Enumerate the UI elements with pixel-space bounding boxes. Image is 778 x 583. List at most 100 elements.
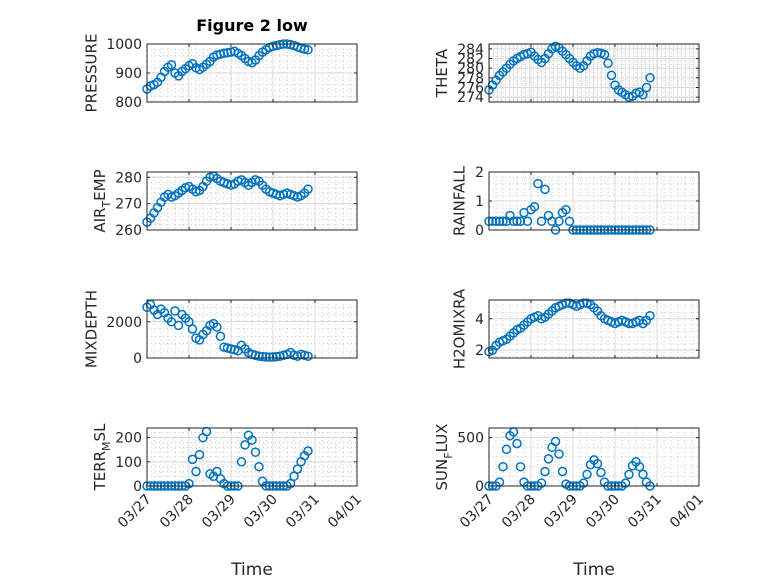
x-tick-label: 03/28 xyxy=(499,492,539,532)
data-point xyxy=(543,454,554,464)
data-point xyxy=(250,447,261,457)
data-point xyxy=(624,469,634,480)
subplot-4: 0 1 2 RAINFALL xyxy=(450,165,700,239)
data-point xyxy=(303,351,313,361)
data-point xyxy=(222,47,233,58)
y-tick-label: 2000 xyxy=(106,315,142,331)
data-point xyxy=(603,58,613,69)
data-point xyxy=(187,324,198,334)
data-point xyxy=(268,352,278,362)
data-point xyxy=(184,478,194,489)
x-tick-label: 03/31 xyxy=(283,492,323,532)
data-point xyxy=(261,352,271,362)
data-point xyxy=(212,322,222,332)
data-point xyxy=(166,60,177,70)
data-point xyxy=(292,464,303,474)
data-point xyxy=(529,202,540,212)
subplot-8: 03/27 03/28 03/29 03/30 03/31 04/01 0 500SUNFLU… xyxy=(433,424,707,532)
data-point xyxy=(599,49,610,60)
x-tick-label: 03/30 xyxy=(241,492,281,532)
data-point xyxy=(596,467,606,478)
data-point xyxy=(498,216,508,227)
data-point xyxy=(212,466,222,477)
axes-box xyxy=(488,299,700,359)
data-point xyxy=(254,461,264,472)
data-point xyxy=(554,449,564,459)
y-tick-label: 1000 xyxy=(106,37,142,53)
x-tick-label: 04/01 xyxy=(325,492,365,532)
y-axis-label: PRESSURE xyxy=(83,34,101,113)
x-tick-label: 03/31 xyxy=(625,492,665,532)
x-tick-label: 03/27 xyxy=(115,492,155,532)
data-point xyxy=(498,461,508,472)
x-tick-label: 03/29 xyxy=(199,492,239,532)
y-axis-label: THETA xyxy=(433,48,451,98)
data-point xyxy=(491,216,501,227)
data-point xyxy=(515,461,526,472)
data-point xyxy=(236,457,247,467)
data-point xyxy=(606,70,617,81)
axes-box xyxy=(488,43,700,103)
y-tick-label: 284 xyxy=(457,42,484,58)
y-tick-label: 100 xyxy=(115,455,142,471)
data-point xyxy=(536,216,547,227)
y-tick-label: 0 xyxy=(133,479,142,495)
data-point xyxy=(494,216,505,227)
subplot-5: 0 2000 MIXDEPTH xyxy=(83,290,358,368)
data-point xyxy=(173,320,184,331)
data-point xyxy=(219,48,229,59)
subplot-6: 2 4 H2OMIXRA xyxy=(450,288,700,369)
data-point xyxy=(645,73,655,83)
data-point xyxy=(645,310,655,321)
y-tick-label: 282 xyxy=(457,52,484,68)
x-axis-label-left: Time xyxy=(230,560,273,580)
y-axis-label: RAINFALL xyxy=(450,165,468,236)
data-point xyxy=(512,438,522,449)
data-point xyxy=(533,178,543,189)
data-point xyxy=(215,331,226,342)
data-point xyxy=(501,444,512,455)
y-tick-label: 260 xyxy=(115,223,142,239)
y-tick-label: 0 xyxy=(475,479,484,495)
data-point xyxy=(254,351,264,361)
data-point xyxy=(536,478,547,488)
subplot-7: 03/27 03/28 03/29 03/30 03/31 04/01 0 100 200TER… xyxy=(91,423,365,531)
x-tick-label: 03/30 xyxy=(583,492,623,532)
data-point xyxy=(247,435,257,445)
data-point xyxy=(561,204,571,215)
x-axis-label-right: Time xyxy=(572,560,615,580)
x-tick-label: 03/29 xyxy=(541,492,581,532)
data-point xyxy=(592,459,603,469)
subplot-1: 800 900 1000 PRESSURE xyxy=(83,34,358,113)
y-tick-label: 280 xyxy=(457,61,484,77)
data-point xyxy=(515,216,526,227)
data-point xyxy=(582,469,592,480)
axes-box xyxy=(146,171,358,231)
y-axis-label: SUNFLUX xyxy=(433,424,455,491)
data-point xyxy=(638,469,648,480)
data-point xyxy=(303,446,313,456)
data-point xyxy=(634,461,645,472)
data-point xyxy=(512,216,522,227)
data-point xyxy=(638,90,648,100)
x-tick-label: 03/28 xyxy=(157,492,197,532)
y-axis-label: TERRMSL xyxy=(91,423,113,492)
data-point xyxy=(540,184,550,195)
y-tick-label: 4 xyxy=(475,312,484,328)
data-point xyxy=(554,216,564,227)
y-axis-label: MIXDEPTH xyxy=(83,290,101,368)
y-tick-label: 270 xyxy=(115,197,142,213)
figure-title: Figure 2 low xyxy=(196,16,308,35)
data-point xyxy=(557,466,568,477)
y-tick-label: 800 xyxy=(115,95,142,111)
x-tick-label: 04/01 xyxy=(667,492,707,532)
data-point xyxy=(508,216,519,227)
y-tick-label: 2 xyxy=(475,165,484,181)
y-tick-label: 0 xyxy=(133,351,142,367)
data-point xyxy=(194,449,205,460)
data-point xyxy=(547,216,557,227)
y-tick-label: 280 xyxy=(115,170,142,186)
data-point xyxy=(550,436,561,447)
